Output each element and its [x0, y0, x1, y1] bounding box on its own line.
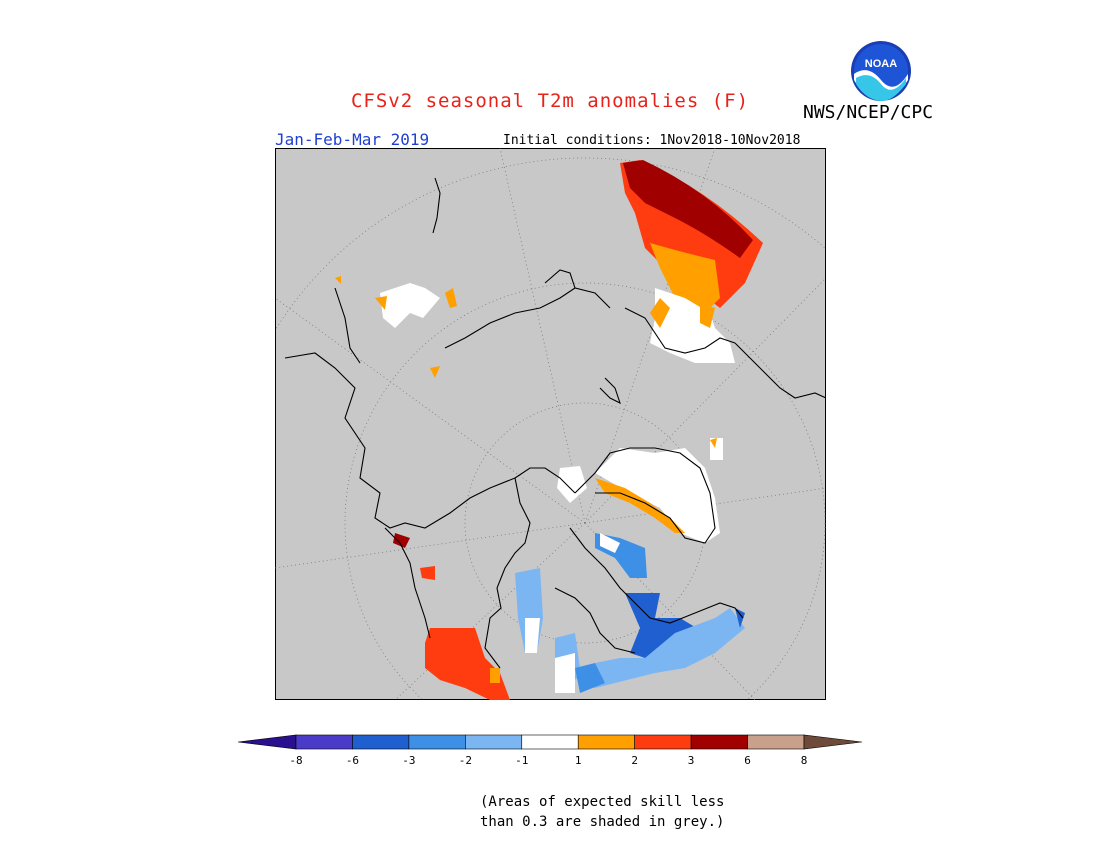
colorbar-high-arrow — [803, 734, 863, 750]
colorbar-tick-label: -6 — [345, 754, 360, 767]
colorbar-low-arrow — [237, 734, 297, 750]
colorbar-tick-label: -3 — [402, 754, 416, 767]
noaa-logo: NOAA — [850, 40, 912, 102]
colorbar-bin — [295, 734, 353, 750]
colorbar-tick-label: 6 — [744, 754, 751, 767]
anomaly-greenland — [557, 438, 723, 543]
colorbar-tick-label: 3 — [687, 754, 695, 767]
skill-note-line1: (Areas of expected skill less — [480, 794, 725, 810]
skill-note-line2: than 0.3 are shaded in grey.) — [480, 814, 725, 830]
colorbar — [237, 730, 863, 760]
anomaly-eurasia — [620, 160, 763, 363]
organization-label: NWS/NCEP/CPC — [803, 102, 934, 123]
colorbar-bin — [634, 734, 692, 750]
colorbar-tick-label: -2 — [458, 754, 472, 767]
noaa-logo-text: NOAA — [865, 58, 897, 70]
polar-map — [219, 147, 951, 850]
colorbar-bin — [747, 734, 805, 750]
anomaly-pacific-northwest — [393, 533, 510, 700]
colorbar-tick-label: 8 — [800, 754, 808, 767]
skill-note: (Areas of expected skill less than 0.3 a… — [480, 792, 724, 832]
colorbar-bin — [690, 734, 748, 750]
colorbar-bin — [465, 734, 523, 750]
initial-conditions: Initial conditions: 1Nov2018-10Nov2018 — [503, 133, 801, 148]
anomaly-north-pacific — [335, 276, 457, 378]
forecast-period: Jan-Feb-Mar 2019 — [275, 130, 430, 149]
colorbar-tick-label: 2 — [631, 754, 638, 767]
coastlines — [284, 177, 827, 669]
colorbar-tick-label: -8 — [289, 754, 303, 767]
colorbar-bin — [521, 734, 579, 750]
colorbar-bin — [408, 734, 466, 750]
colorbar-bin — [577, 734, 635, 750]
colorbar-tick-label: 1 — [574, 754, 582, 767]
colorbar-bin — [352, 734, 410, 750]
anomaly-north-america — [515, 533, 745, 693]
colorbar-tick-label: -1 — [515, 754, 529, 767]
map-title: CFSv2 seasonal T2m anomalies (F) — [350, 90, 750, 112]
